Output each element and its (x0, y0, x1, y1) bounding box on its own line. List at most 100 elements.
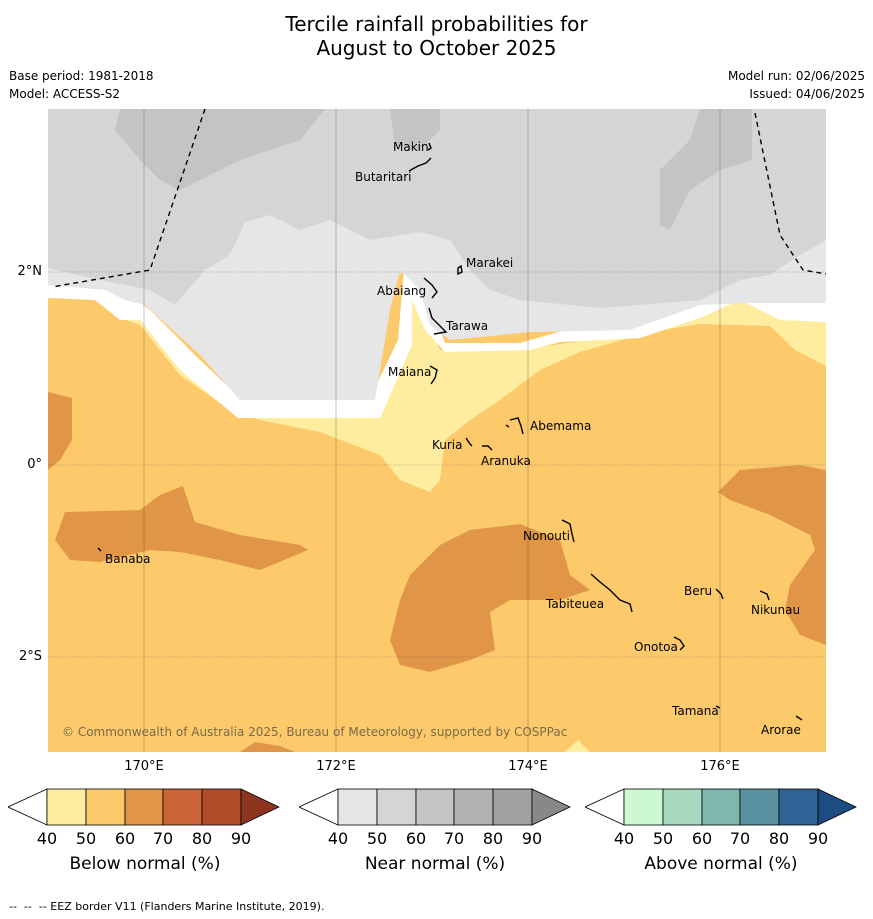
aranuka-atoll (482, 445, 493, 451)
meta-left: Base period: 1981-2018 Model: ACCESS-S2 (9, 67, 154, 103)
onotoa-atoll (673, 636, 685, 651)
below-normal-colorbar (8, 788, 280, 826)
label-abemama: Abemama (530, 419, 591, 433)
label-tabiteuea: Tabiteuea (545, 597, 604, 611)
above-colorbar-segments (585, 788, 857, 826)
map-title: Tercile rainfall probabilities for Augus… (0, 12, 873, 60)
below-seg-3 (124, 788, 164, 826)
near-seg-3 (415, 788, 455, 826)
tarawa-atoll (428, 307, 448, 335)
lon-label-170: 170°E (124, 759, 164, 774)
below-normal-60-70-region-south (390, 524, 590, 672)
label-banaba: Banaba (105, 552, 151, 566)
abemama-atoll (505, 417, 524, 435)
near-tick: 70 (443, 829, 465, 848)
title-line-1: Tercile rainfall probabilities for (285, 12, 588, 36)
above-tick: 50 (652, 829, 674, 848)
below-seg-1 (46, 788, 87, 826)
map-area (48, 109, 826, 752)
near-tick: 80 (482, 829, 504, 848)
label-maiana: Maiana (388, 365, 431, 379)
near-normal-60-70-region-east (660, 109, 752, 230)
arorae-island (795, 715, 803, 721)
above-seg-1 (623, 788, 664, 826)
issued-date: Issued: 04/06/2025 (749, 87, 865, 101)
above-seg-5 (778, 788, 819, 826)
below-seg-2 (85, 788, 126, 826)
tabiteuea-atoll (590, 573, 633, 613)
nonouti-atoll (561, 519, 575, 543)
title-line-2: August to October 2025 (316, 36, 557, 60)
above-normal-title: Above normal (%) (644, 854, 798, 874)
label-tarawa: Tarawa (445, 319, 488, 333)
above-tick: 90 (807, 829, 829, 848)
lon-label-172: 172°E (316, 759, 356, 774)
label-abaiang: Abaiang (377, 284, 426, 298)
abaiang-atoll (423, 277, 438, 299)
lon-label-176: 176°E (700, 759, 740, 774)
near-normal-title: Near normal (%) (364, 854, 506, 874)
below-normal-40-50-region-bottom (565, 740, 590, 752)
no-dominant-category-region (48, 268, 826, 418)
below-seg-4 (162, 788, 203, 826)
below-tick: 70 (152, 829, 174, 848)
below-normal-60-70-region-banaba (55, 486, 308, 570)
below-tick: 90 (230, 829, 252, 848)
lat-label-0: 0° (27, 457, 42, 472)
near-tick: 60 (405, 829, 427, 848)
near-seg-2 (376, 788, 417, 826)
above-seg-4 (739, 788, 780, 826)
graticule (48, 109, 826, 752)
above-seg-0 (585, 788, 625, 826)
copyright-notice: © Commonwealth of Australia 2025, Bureau… (62, 725, 567, 739)
near-tick: 40 (327, 829, 349, 848)
near-normal-60-70-region-west (115, 109, 325, 190)
above-tick: 70 (729, 829, 751, 848)
lat-label-2n: 2°N (17, 264, 43, 279)
near-normal-colorbar (299, 788, 571, 826)
near-seg-5 (492, 788, 533, 826)
label-kuria: Kuria (432, 438, 463, 452)
above-tick: 60 (691, 829, 713, 848)
below-normal-60-70-region-west (48, 392, 72, 470)
below-seg-6 (240, 788, 280, 826)
island-outlines (97, 142, 803, 721)
marakei-atoll (457, 264, 463, 276)
makin-atoll (427, 142, 432, 151)
tamana-island (715, 705, 721, 709)
label-onotoa: Onotoa (634, 640, 678, 654)
eez-border (51, 108, 827, 288)
near-seg-0 (299, 788, 339, 826)
near-seg-1 (337, 788, 378, 826)
beru-atoll (715, 588, 724, 600)
label-butaritari: Butaritari (355, 170, 412, 184)
near-normal-40-50-pocket (210, 225, 520, 380)
butaritari-atoll (408, 157, 432, 172)
label-marakei: Marakei (466, 256, 513, 270)
below-normal-title: Below normal (%) (69, 854, 221, 874)
above-tick: 40 (613, 829, 635, 848)
near-colorbar-segments (299, 788, 571, 826)
above-seg-6 (817, 788, 857, 826)
label-makin: Makin (393, 140, 429, 154)
lon-label-174: 174°E (508, 759, 548, 774)
near-normal-60-70-region-north (390, 109, 440, 150)
label-arorae: Arorae (761, 723, 801, 737)
nikunau-atoll (759, 590, 770, 601)
label-aranuka: Aranuka (481, 454, 531, 468)
meta-right: Model run: 02/06/2025 Issued: 04/06/2025 (728, 67, 865, 103)
near-tick: 90 (521, 829, 543, 848)
below-tick: 40 (36, 829, 58, 848)
eez-footnote: -- -- -- EEZ border V11 (Flanders Marine… (9, 900, 325, 913)
maiana-atoll (429, 365, 438, 385)
near-seg-6 (531, 788, 571, 826)
kuria-atoll (465, 437, 473, 447)
lat-label-2s: 2°S (18, 649, 42, 664)
above-normal-colorbar (585, 788, 857, 826)
label-nikunau: Nikunau (751, 603, 800, 617)
model-name: Model: ACCESS-S2 (9, 87, 121, 101)
above-seg-2 (662, 788, 703, 826)
below-normal-60-70-region-bottom (240, 742, 295, 752)
below-normal-60-70-region-east (718, 465, 826, 645)
